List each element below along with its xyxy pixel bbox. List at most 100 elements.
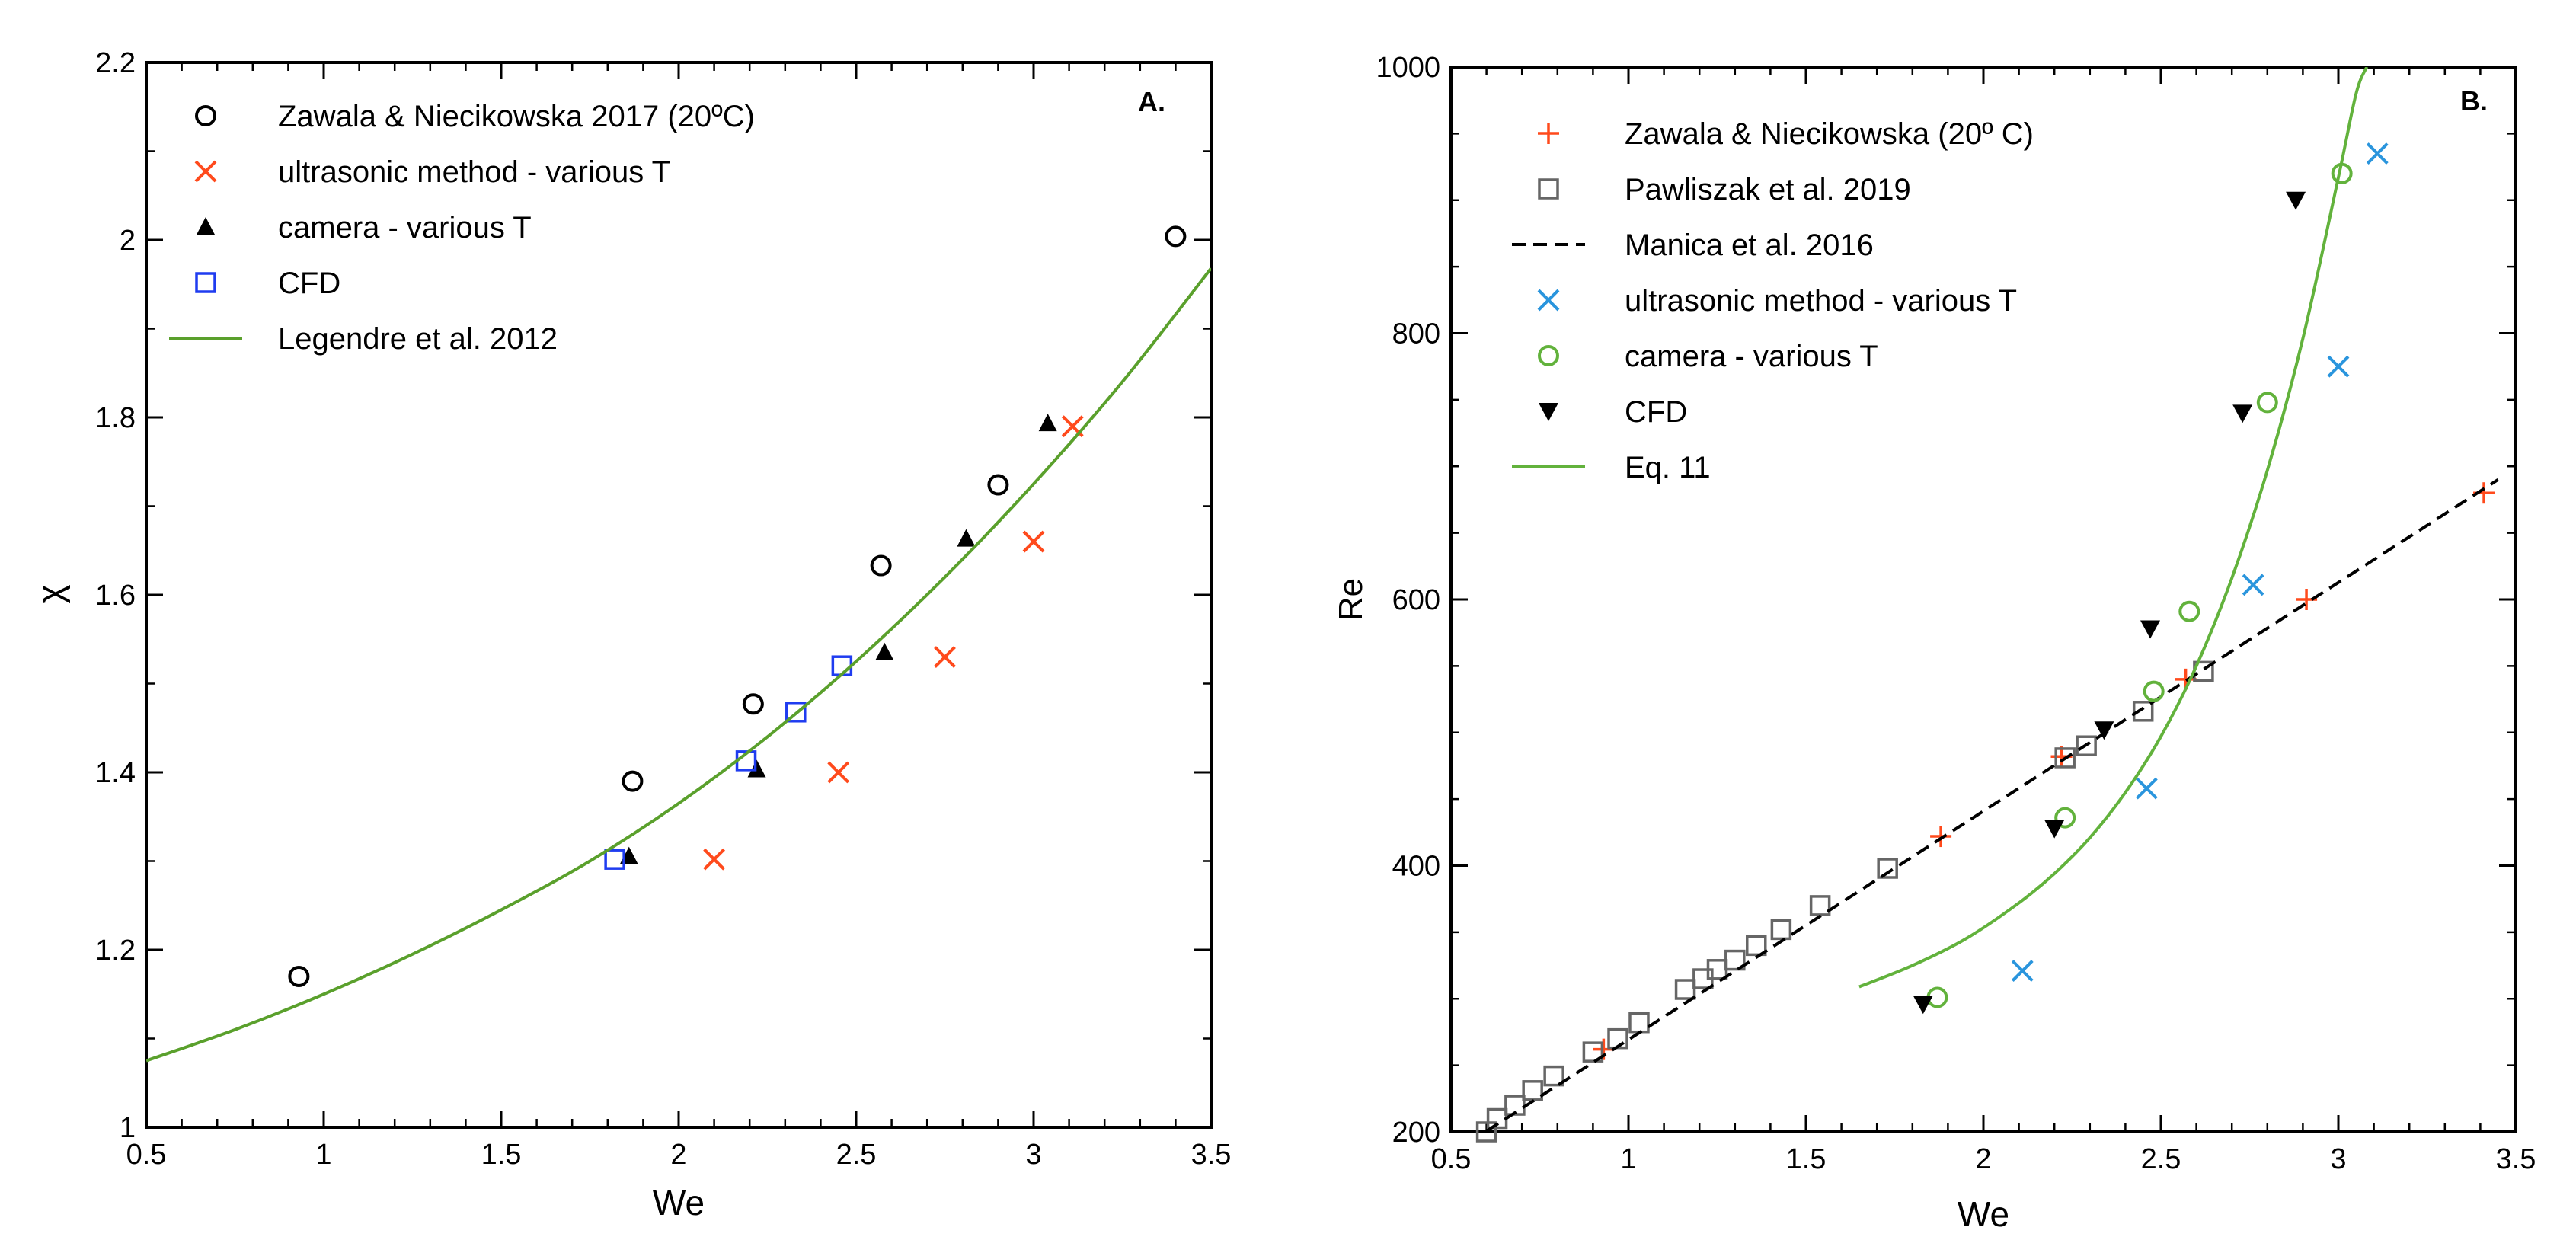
series-pawliszak-et-al-2019-point-shape	[2132, 701, 2154, 722]
legend-label: Eq. 11	[1625, 451, 1711, 484]
series-camera-various-t-point-shape	[875, 642, 894, 660]
series-zawala-niecikowska-2017-20-c-point	[987, 474, 1009, 496]
series-pawliszak-et-al-2019-point-shape	[1877, 858, 1898, 879]
series-eq-11-line	[1858, 67, 2369, 989]
series-ultrasonic-method-various-t-point-stroke2	[934, 646, 956, 668]
series-camera-various-t-point-shape	[2178, 600, 2200, 622]
x-tick-label: 1	[1620, 1143, 1636, 1175]
series-pawliszak-et-al-2019-point	[1877, 858, 1898, 879]
series-cfd-point	[1913, 996, 1933, 1015]
series-ultrasonic-method-various-t-point-stroke2	[1022, 530, 1045, 553]
x-tick-label: 2	[670, 1139, 686, 1171]
legend-label: Pawliszak et al. 2019	[1625, 173, 1911, 206]
series-cfd-point	[2044, 820, 2065, 839]
legend-marker-shape	[195, 272, 216, 293]
panel-label-a: A.	[1138, 86, 1165, 117]
legend-marker	[1538, 345, 1559, 366]
legend-item: Zawala & Niecikowska (20º C)	[1538, 117, 2034, 151]
legend-a: Zawala & Niecikowska 2017 (20ºC) ultrason…	[169, 100, 755, 356]
series-ultrasonic-method-various-t-point-stroke2	[827, 761, 850, 784]
legend-marker	[194, 160, 217, 183]
y-axis-label-b: Re	[1332, 578, 1369, 621]
series-zawala-niecikowska-2017-20-c-point-shape	[622, 770, 644, 792]
series-camera-various-t-point-shape	[957, 529, 976, 547]
series-camera-various-t-point	[2256, 392, 2278, 414]
y-tick-label: 600	[1392, 584, 1440, 616]
series-ultrasonic-method-various-t-point	[1022, 530, 1045, 553]
legend-marker	[1537, 289, 1560, 312]
y-axis-label-a: χ	[30, 584, 71, 603]
legend-marker-shape	[1538, 345, 1559, 366]
y-tick-label: 1.2	[95, 935, 136, 967]
series-zawala-niecikowska-2017-20-c-point	[742, 693, 764, 715]
series-camera-various-t-point-shape	[2256, 392, 2278, 414]
series-zawala-niecikowska-2017-20-c-point	[870, 554, 892, 577]
series-cfd	[1913, 191, 2306, 1015]
series-pawliszak-et-al-2019-point-shape	[1582, 1041, 1604, 1063]
x-tick-label: 3.5	[2496, 1143, 2536, 1175]
series-pawliszak-et-al-2019-point-shape	[1770, 919, 1792, 941]
series-cfd-point-shape	[2140, 620, 2161, 639]
series-cfd-point-shape	[1913, 996, 1933, 1015]
series-pawliszak-et-al-2019-point-shape	[2076, 735, 2097, 756]
series-pawliszak-et-al-2019-point	[1746, 935, 1767, 957]
x-tick-label: 3	[2330, 1143, 2346, 1175]
series-ultrasonic-method-various-t-point	[2242, 574, 2264, 596]
series-ultrasonic-method-various-t-point	[827, 761, 850, 784]
series-cfd-point-shape	[2044, 820, 2065, 839]
series-cfd-point	[2140, 620, 2161, 639]
x-tick-label: 1	[315, 1139, 331, 1171]
series-pawliszak-et-al-2019-point-shape	[1724, 949, 1746, 971]
legend-marker-shape	[1538, 178, 1559, 200]
series-cfd-point-shape	[2286, 191, 2306, 210]
series-pawliszak-et-al-2019-point-shape	[1543, 1065, 1564, 1087]
y-tick-label: 1.6	[95, 580, 136, 612]
x-axis-label-b: We	[1958, 1194, 2009, 1234]
series-camera-various-t-point-shape	[2143, 680, 2165, 702]
series-pawliszak-et-al-2019-point	[1582, 1041, 1604, 1063]
legend-item: Manica et al. 2016	[1512, 229, 1874, 262]
plot-frame-b	[1449, 66, 2517, 1133]
legend-item: CFD	[1539, 395, 1687, 429]
series-zawala-niecikowska-2017-20-c-point-shape	[987, 474, 1009, 496]
ticks-a: 0.5 1 1.5 2 2.5 3 3.511.21.41.61.822.2	[95, 47, 1231, 1171]
series-ultrasonic-method-various-t-point	[2366, 142, 2389, 165]
x-tick-label: 2.5	[2141, 1143, 2181, 1175]
y-tick-label: 2	[120, 225, 136, 257]
legend-item: ultrasonic method - various T	[194, 155, 670, 189]
series-zawala-niecikowska-2017-20-c-point-shape	[870, 554, 892, 577]
x-tick-label: 3	[1025, 1139, 1041, 1171]
legend-marker-shape	[197, 217, 215, 235]
series-camera-various-t-point-shape	[1038, 414, 1057, 432]
series-pawliszak-et-al-2019-point	[1543, 1065, 1564, 1087]
series-cfd-point-shape	[785, 702, 807, 723]
legend-label: CFD	[1625, 395, 1687, 429]
ticks-b: 0.5 1 1.5 2 2.5 3 3.5 200 400 600 800 1000	[1376, 52, 2536, 1175]
legend-marker	[197, 217, 215, 235]
series-zawala-niecikowska-2017-20-c-point-shape	[742, 693, 764, 715]
series-camera-various-t-point	[1038, 414, 1057, 432]
series-pawliszak-et-al-2019-point	[1475, 1121, 1497, 1143]
series-ultrasonic-method-various-t	[2011, 142, 2389, 982]
series-ultrasonic-method-various-t-point-stroke2	[1061, 415, 1084, 438]
series-ultrasonic-method-various-t-point-stroke2	[703, 848, 726, 871]
series-zawala-niecikowska-2017-20-c-point-shape	[288, 965, 310, 987]
series-pawliszak-et-al-2019-point-shape	[1674, 979, 1696, 1000]
series-pawliszak-et-al-2019-point-shape	[1475, 1121, 1497, 1143]
legend-label: CFD	[278, 267, 340, 300]
series-camera-various-t-point	[747, 759, 766, 778]
series-cfd-point-shape	[604, 849, 625, 870]
series-zawala-niecikowska-2017-20-c-point	[288, 965, 310, 987]
series-pawliszak-et-al-2019-point	[1809, 895, 1831, 916]
series-pawliszak-et-al-2019-point	[2076, 735, 2097, 756]
legend-label: ultrasonic method - various T	[1625, 284, 2017, 318]
y-tick-label: 1	[120, 1112, 136, 1144]
series-pawliszak-et-al-2019-point	[2054, 747, 2076, 769]
legend-item: Eq. 11	[1512, 451, 1711, 484]
series-cfd-point	[785, 702, 807, 723]
x-tick-label: 1.5	[481, 1139, 522, 1171]
legend-marker	[1538, 123, 1559, 144]
series-camera-various-t-point	[2178, 600, 2200, 622]
series-cfd	[604, 655, 853, 870]
